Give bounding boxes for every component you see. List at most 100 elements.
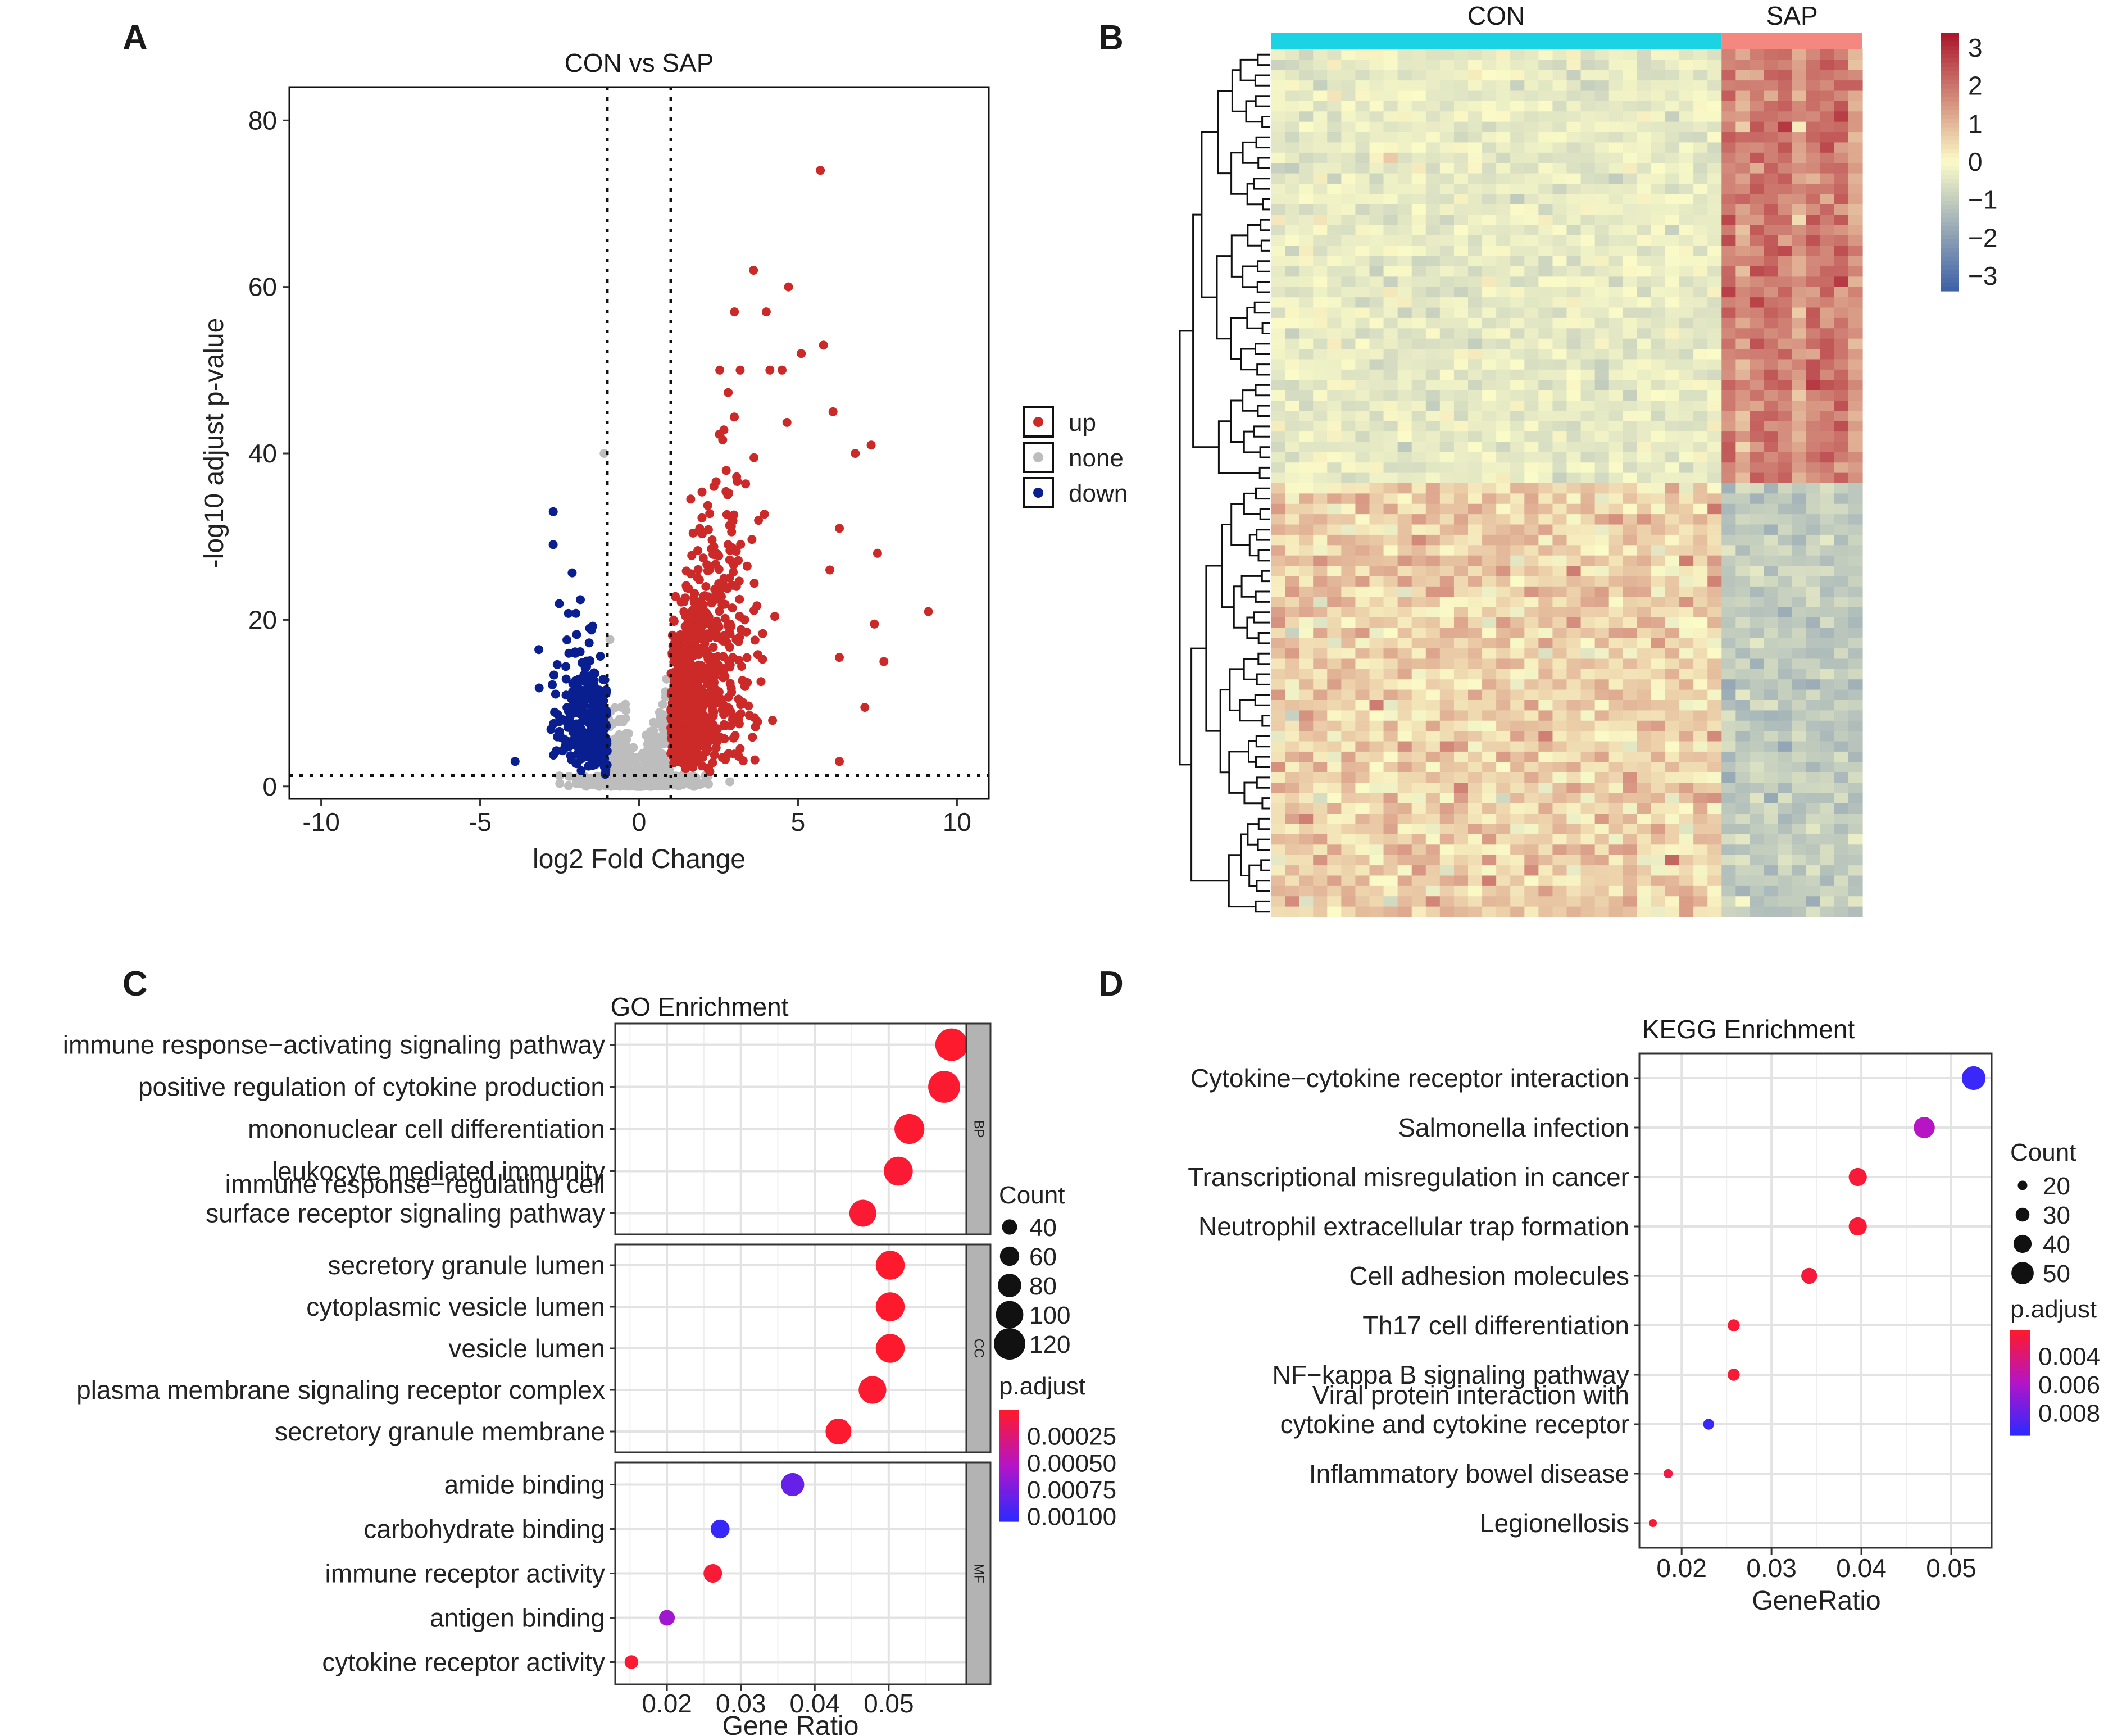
heatmap-cell [1482, 607, 1497, 618]
heatmap-cell [1397, 617, 1412, 628]
heatmap-cell [1594, 586, 1610, 597]
heatmap-cell [1538, 328, 1553, 339]
heatmap-cell [1792, 142, 1807, 153]
heatmap-cell [1510, 49, 1525, 60]
heatmap-cell [1608, 524, 1624, 535]
heatmap-cell [1580, 658, 1596, 670]
heatmap-cell [1369, 586, 1384, 597]
heatmap-cell [1679, 493, 1694, 505]
point-up [749, 266, 758, 275]
heatmap-cell [1327, 472, 1342, 484]
heatmap-cell [1510, 142, 1525, 153]
heatmap-cell [1313, 431, 1328, 443]
heatmap-cell [1693, 163, 1708, 174]
heatmap-cell [1369, 545, 1384, 556]
heatmap-cell [1721, 173, 1736, 184]
heatmap-cell [1778, 524, 1793, 535]
heatmap-cell [1552, 266, 1567, 277]
heatmap-cell [1327, 597, 1342, 608]
heatmap-cell [1665, 400, 1680, 411]
heatmap-cell [1707, 49, 1722, 60]
heatmap-cell [1750, 638, 1765, 649]
heatmap-cell [1552, 90, 1567, 102]
heatmap-cell [1806, 152, 1821, 163]
heatmap-cell [1453, 597, 1469, 608]
heatmap-cell [1538, 689, 1553, 701]
heatmap-cell [1721, 390, 1736, 401]
heatmap-cell [1594, 101, 1610, 112]
heatmap-cell [1735, 246, 1751, 257]
heatmap-cell [1750, 349, 1765, 360]
heatmap-cell [1369, 555, 1384, 566]
heatmap-cell [1271, 586, 1285, 597]
heatmap-cell [1651, 142, 1666, 153]
heatmap-cell [1496, 648, 1511, 660]
heatmap-cell [1820, 411, 1835, 422]
heatmap-cell [1411, 215, 1426, 226]
heatmap-cell [1468, 328, 1483, 339]
heatmap-cell [1735, 669, 1751, 680]
heatmap-cell [1369, 194, 1384, 205]
point-up [750, 755, 760, 765]
heatmap-cell [1468, 369, 1483, 380]
heatmap-cell [1693, 700, 1708, 711]
point-up [701, 748, 710, 757]
heatmap-cell [1608, 493, 1624, 505]
heatmap-cell [1369, 658, 1384, 670]
heatmap-cell [1778, 534, 1793, 546]
heatmap-cell [1637, 142, 1652, 153]
heatmap-cell [1834, 648, 1849, 660]
heatmap-cell [1679, 369, 1694, 380]
heatmap-cell [1411, 349, 1426, 360]
heatmap-cell [1468, 576, 1483, 587]
heatmap-cell [1482, 163, 1497, 174]
heatmap-cell [1707, 566, 1722, 577]
heatmap-cell [1482, 400, 1497, 411]
point-up [716, 733, 726, 743]
heatmap-cell [1792, 132, 1807, 143]
heatmap-cell [1608, 545, 1624, 556]
heatmap-cell [1524, 390, 1539, 401]
heatmap-cell [1425, 183, 1441, 194]
heatmap-cell [1313, 586, 1328, 597]
heatmap-cell [1341, 235, 1356, 246]
heatmap-cell [1566, 70, 1582, 81]
heatmap-cell [1735, 679, 1751, 690]
heatmap-cell [1637, 163, 1652, 174]
heatmap-cell [1271, 173, 1285, 184]
heatmap-cell [1735, 101, 1751, 112]
heatmap-cell [1524, 700, 1539, 711]
heatmap-cell [1778, 256, 1793, 267]
heatmap-cell [1341, 597, 1356, 608]
heatmap-cell [1538, 411, 1553, 422]
heatmap-cell [1299, 576, 1314, 587]
heatmap-cell [1552, 152, 1567, 163]
heatmap-cell [1538, 90, 1553, 102]
heatmap-cell [1566, 132, 1582, 143]
heatmap-cell [1341, 679, 1356, 690]
heatmap-cell [1369, 49, 1384, 60]
heatmap-cell [1425, 617, 1441, 628]
heatmap-cell [1665, 276, 1680, 288]
heatmap-cell [1299, 710, 1314, 721]
heatmap-cell [1299, 617, 1314, 628]
heatmap-cell [1834, 628, 1849, 639]
heatmap-cell [1651, 90, 1666, 102]
heatmap-cell [1482, 101, 1497, 112]
heatmap-cell [1679, 307, 1694, 319]
heatmap-cell [1468, 152, 1483, 163]
heatmap-cell [1820, 349, 1835, 360]
point-up [760, 510, 769, 519]
heatmap-cell [1566, 576, 1582, 587]
heatmap-cell [1313, 503, 1328, 515]
heatmap-cell [1693, 359, 1708, 370]
y-axis-label: -log10 adjust p-value [199, 318, 229, 569]
heatmap-cell [1510, 483, 1525, 494]
heatmap-cell [1552, 70, 1567, 81]
heatmap-cell [1271, 566, 1285, 577]
point-up [687, 551, 697, 560]
heatmap-cell [1538, 514, 1553, 525]
heatmap-cell [1285, 514, 1299, 525]
heatmap-cell [1637, 225, 1652, 236]
heatmap-cell [1637, 60, 1652, 71]
